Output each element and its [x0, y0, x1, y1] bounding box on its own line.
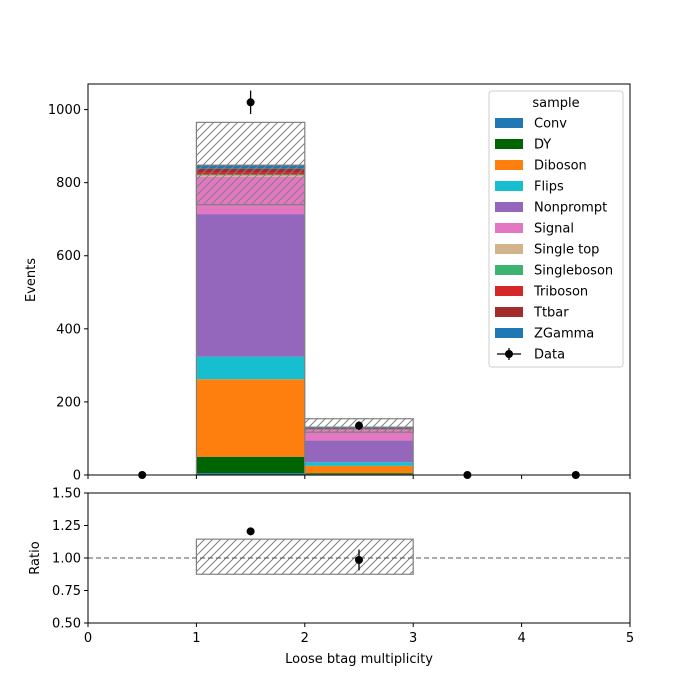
legend-swatch-flips — [495, 181, 523, 191]
legend-label-dy: DY — [534, 138, 551, 153]
legend-label-nonprompt: Nonprompt — [534, 201, 607, 216]
ratio-ytick-label-4: 1.50 — [52, 487, 81, 502]
legend-swatch-nonprompt — [495, 202, 523, 212]
legend-swatch-conv — [495, 118, 523, 128]
legend-label-signal: Signal — [534, 222, 574, 237]
main-ytick-label-1: 200 — [56, 395, 81, 410]
legend-label-diboson: Diboson — [534, 159, 587, 174]
legend-swatch-triboson — [495, 286, 523, 296]
main-y-axis-label: Events — [24, 258, 39, 302]
ratio-xtick-label-5: 5 — [626, 631, 634, 646]
ratio-plot-area — [88, 527, 630, 575]
main-ytick-label-2: 400 — [56, 322, 81, 337]
ratio-xtick-label-2: 2 — [301, 631, 309, 646]
bar-dy-bin-1 — [196, 456, 305, 474]
bar-flips-bin-1 — [196, 356, 305, 380]
main-y-ticks: 0 200 400 600 800 1000 — [48, 103, 88, 484]
main-axes-frame — [87, 83, 631, 476]
legend-label-flips: Flips — [534, 180, 564, 195]
legend-swatch-zgamma — [495, 328, 523, 338]
legend-data-marker — [505, 350, 513, 358]
x-axis-label: Loose btag multiplicity — [285, 652, 433, 667]
legend-swatch-ttbar — [495, 307, 523, 317]
legend-label-singleboson: Singleboson — [534, 264, 613, 279]
legend-label-zgamma: ZGamma — [534, 327, 594, 342]
main-ytick-label-0: 0 — [73, 469, 81, 484]
legend-label-triboson: Triboson — [533, 285, 588, 300]
data-point-1 — [246, 98, 255, 107]
ratio-ytick-label-1: 0.75 — [52, 584, 81, 599]
legend-title: sample — [532, 96, 579, 111]
ratio-ytick-label-2: 1.00 — [52, 552, 81, 567]
ratio-xtick-label-0: 0 — [84, 631, 92, 646]
bar-conv-bin-1 — [196, 473, 305, 475]
main-ytick-label-5: 1000 — [48, 103, 81, 118]
bar-diboson-bin-1 — [196, 379, 305, 457]
legend-label-data: Data — [534, 348, 565, 363]
bar-flips-bin-2 — [304, 462, 414, 466]
ratio-xtick-label-4: 4 — [517, 631, 525, 646]
main-panel: 0 200 400 600 800 1000 Events sample Conv DY Dib… — [24, 83, 631, 484]
main-x-ticks — [87, 475, 631, 479]
bar-nonprompt-bin-1 — [196, 214, 305, 357]
legend-swatch-singleboson — [495, 265, 523, 275]
legend-label-conv: Conv — [534, 117, 567, 132]
bar-diboson-bin-2 — [304, 465, 414, 474]
bar-dy-bin-2 — [304, 473, 414, 475]
ratio-ytick-label-0: 0.50 — [52, 617, 81, 632]
legend-swatch-signal — [495, 223, 523, 233]
ratio-xtick-label-1: 1 — [192, 631, 200, 646]
legend-swatch-single-top — [495, 244, 523, 254]
ratio-y-ticks: 0.50 0.75 1.00 1.25 1.50 — [52, 487, 88, 632]
legend-label-ttbar: Ttbar — [533, 306, 569, 321]
main-ytick-label-4: 800 — [56, 176, 81, 191]
data-point-2 — [355, 421, 363, 430]
legend-swatch-dy — [495, 139, 523, 149]
ratio-xtick-label-3: 3 — [409, 631, 417, 646]
bar-signal-bin-2 — [304, 430, 414, 441]
uncertainty-band-bin-1 — [195, 121, 306, 206]
ratio-uncertainty-band — [195, 538, 414, 575]
ratio-panel: 0.50 0.75 1.00 1.25 1.50 0 1 2 3 4 5 Ratio Loose … — [28, 487, 634, 668]
legend-label-single-top: Single top — [534, 243, 599, 258]
ratio-point-0 — [246, 527, 255, 536]
ratio-x-ticks: 0 1 2 3 4 5 — [84, 623, 634, 646]
legend-swatch-diboson — [495, 160, 523, 170]
ratio-y-axis-label: Ratio — [28, 541, 43, 574]
main-plot-area — [138, 90, 580, 479]
bar-nonprompt-bin-2 — [304, 440, 414, 463]
ratio-point-1 — [355, 555, 363, 564]
main-ytick-label-3: 600 — [56, 249, 81, 264]
legend: sample Conv DY Diboson Flips Nonprompt Signal S… — [488, 90, 624, 368]
ratio-ytick-label-3: 1.25 — [52, 519, 81, 534]
